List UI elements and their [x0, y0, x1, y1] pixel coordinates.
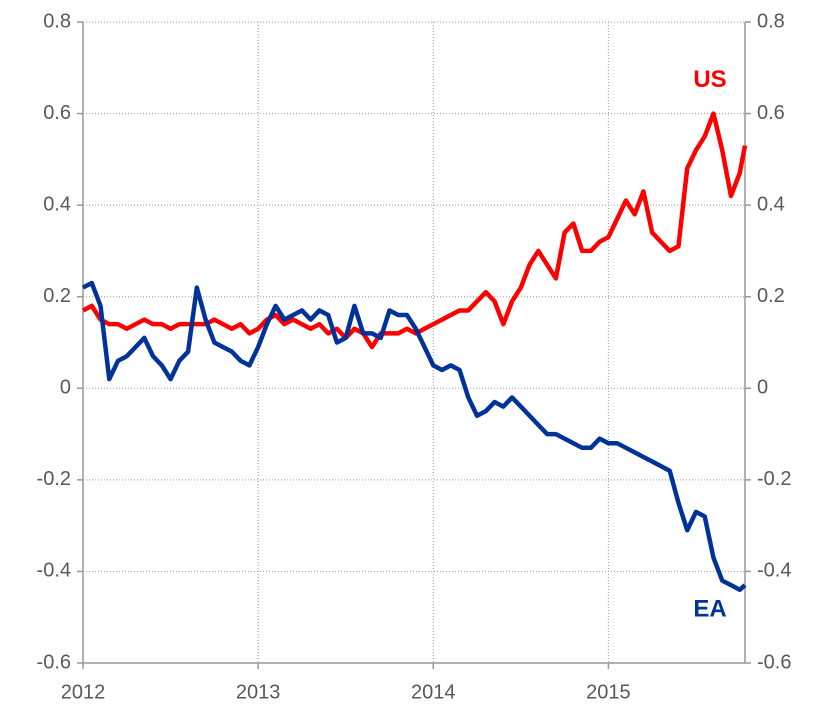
- y2-tick-label: -0.2: [757, 468, 791, 490]
- series-line: [81, 111, 748, 350]
- x-tick-label: 2013: [236, 681, 281, 703]
- series-label: US: [693, 66, 726, 93]
- y-tick-label: -0.4: [37, 560, 71, 582]
- y-tick-label: 0.2: [43, 285, 71, 307]
- y2-tick-label: -0.6: [757, 651, 791, 673]
- y2-tick-label: 0: [757, 377, 768, 399]
- series-line: [81, 280, 747, 592]
- x-tick-label: 2014: [411, 681, 456, 703]
- series-label: EA: [693, 596, 726, 623]
- y-tick-label: -0.6: [37, 651, 71, 673]
- y-tick-label: -0.2: [37, 468, 71, 490]
- y-tick-label: 0: [60, 377, 71, 399]
- x-tick-label: 2015: [586, 681, 631, 703]
- y-tick-label: 0.6: [43, 102, 71, 124]
- y2-tick-label: 0.8: [757, 10, 785, 32]
- y-tick-label: 0.4: [43, 193, 71, 215]
- y2-tick-label: -0.4: [757, 560, 791, 582]
- y2-tick-label: 0.4: [757, 193, 785, 215]
- x-tick-label: 2012: [61, 681, 106, 703]
- y-tick-label: 0.8: [43, 10, 71, 32]
- y2-tick-label: 0.6: [757, 102, 785, 124]
- y2-tick-label: 0.2: [757, 285, 785, 307]
